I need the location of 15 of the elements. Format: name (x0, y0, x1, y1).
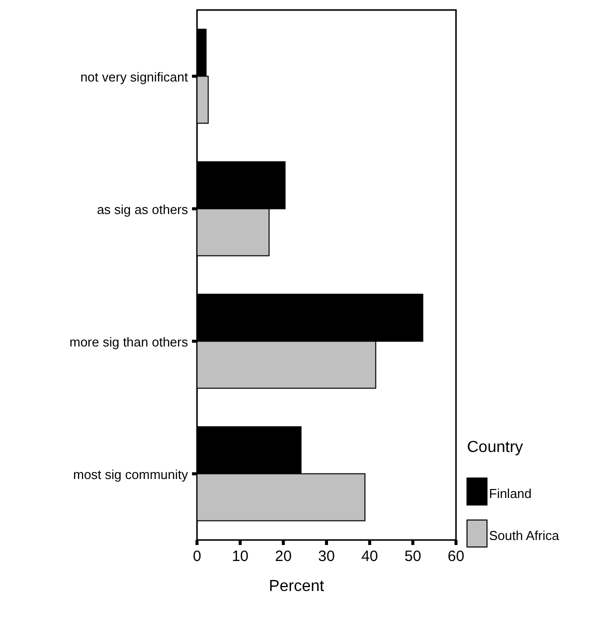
x-tick-label: 50 (404, 548, 422, 565)
x-tick-label: 0 (192, 548, 202, 565)
x-tick-label: 30 (318, 548, 335, 565)
y-tick-label: most sig community (73, 466, 188, 482)
legend-title: Country (467, 439, 524, 456)
legend-label: South Africa (489, 528, 560, 543)
x-tick-label: 10 (232, 548, 249, 565)
x-tick-label: 60 (448, 548, 464, 565)
x-axis-title: Percent (268, 578, 325, 595)
legend-label: Finland (489, 486, 532, 501)
y-tick-label: not very significant (80, 69, 188, 84)
x-tick-label: 40 (361, 548, 378, 565)
y-tick-label: more sig than others (69, 334, 188, 350)
x-tick-label: 20 (274, 548, 292, 565)
y-tick-label: as sig as others (96, 202, 188, 217)
